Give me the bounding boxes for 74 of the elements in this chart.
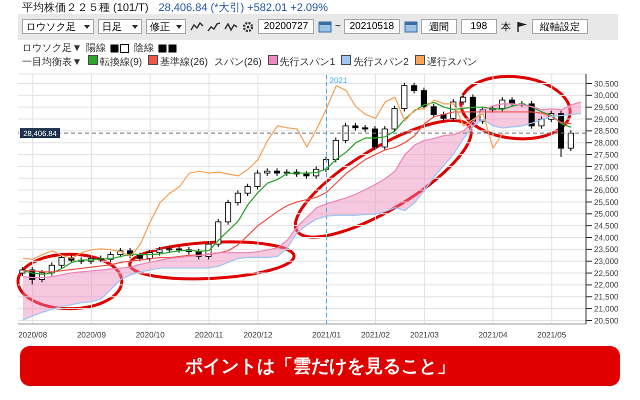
- x-tick-label: 2020/08: [18, 330, 48, 340]
- legend-label: 先行スパン1: [278, 56, 336, 69]
- y-tick-label: 21,000: [594, 304, 620, 314]
- y-tick-label: 30,500: [594, 79, 620, 88]
- banner: ポイントは「雲だけを見ること」: [20, 346, 620, 386]
- y-tick-label: 29,000: [594, 114, 620, 124]
- x-tick-label: 2020/10: [136, 330, 166, 340]
- y-tick-label: 21,500: [594, 292, 620, 302]
- text: スパン(26): [214, 56, 262, 68]
- candlestick: [499, 96, 506, 112]
- y-tick-label: 27,000: [594, 162, 620, 172]
- x-tick-label: 2021/05: [537, 330, 567, 340]
- y-tick-label: 26,500: [594, 174, 620, 184]
- candlestick: [430, 103, 437, 118]
- text: 198: [470, 21, 488, 32]
- text: 20210518: [350, 21, 394, 32]
- text: 修正: [150, 20, 170, 34]
- x-tick-label: 2020/09: [76, 330, 106, 340]
- candlestick: [568, 130, 574, 152]
- candlestick: [382, 126, 388, 150]
- x-tick-label: 2021/01: [312, 330, 342, 340]
- x-tick-label: 2020/11: [194, 330, 224, 340]
- y-tick-label: 26,000: [594, 186, 620, 195]
- line-series: [22, 85, 504, 260]
- text: 縦軸設定: [540, 20, 580, 34]
- text: 日足: [102, 20, 122, 34]
- text: 週間: [428, 20, 449, 34]
- y-tick-label: 24,000: [594, 233, 620, 242]
- x-tick-label: 2021/04: [478, 330, 508, 340]
- text: 一目均衡表▼: [22, 56, 82, 68]
- y-tick-label: 22,000: [594, 280, 620, 290]
- y-tick-label: 28,000: [594, 138, 620, 148]
- text: 陰線: [134, 42, 154, 55]
- candlestick: [460, 94, 466, 106]
- y-tick-label: 23,000: [594, 257, 620, 266]
- y-tick-label: 23,500: [594, 245, 620, 254]
- chart-subtitle: 28,406.84 (*大引) +582.01 +2.09%: [158, 0, 328, 14]
- legend-label: 基準線(26): [159, 56, 208, 69]
- ref-line-label: 2021: [329, 76, 348, 85]
- y-tick-label: 28,500: [594, 126, 620, 136]
- text: ~: [335, 21, 341, 32]
- text: 本: [500, 20, 511, 34]
- candlestick: [215, 218, 222, 248]
- candlestick: [58, 254, 65, 269]
- y-tick-label: 27,500: [594, 150, 620, 160]
- candlestick: [254, 170, 260, 190]
- y-tick-label: 30,000: [594, 91, 620, 100]
- text: ロウソク足▼: [22, 42, 82, 55]
- y-tick-label: 29,500: [594, 103, 620, 112]
- candlestick: [332, 137, 339, 163]
- candlestick: [420, 87, 427, 110]
- candlestick: [401, 82, 408, 112]
- y-tick-label: 20,500: [594, 316, 620, 326]
- text: 20200727: [264, 21, 308, 32]
- candlestick: [372, 126, 378, 150]
- y-tick-label: 22,500: [594, 268, 620, 278]
- text: ロウソク足: [26, 20, 76, 34]
- chart-title: 平均株価２２５種 (101/T): [22, 0, 149, 14]
- y-tick-label: 25,500: [594, 198, 620, 207]
- text: 陽線: [86, 42, 106, 55]
- legend-label: 転換線(9): [98, 56, 142, 69]
- candlestick: [234, 190, 241, 206]
- y-tick-label: 25,000: [594, 210, 620, 219]
- candlestick: [342, 122, 349, 144]
- candlestick: [392, 105, 398, 132]
- candlestick: [411, 82, 418, 94]
- x-tick-label: 2021/02: [360, 330, 390, 340]
- candlestick: [244, 183, 251, 197]
- candlestick: [225, 199, 232, 226]
- x-tick-label: 2021/03: [410, 330, 440, 340]
- legend-label: 先行スパン2: [352, 56, 409, 69]
- y-tick-label: 24,500: [594, 222, 620, 230]
- x-tick-label: 2020/12: [243, 330, 273, 340]
- legend-label: 遅行スパン: [426, 56, 477, 69]
